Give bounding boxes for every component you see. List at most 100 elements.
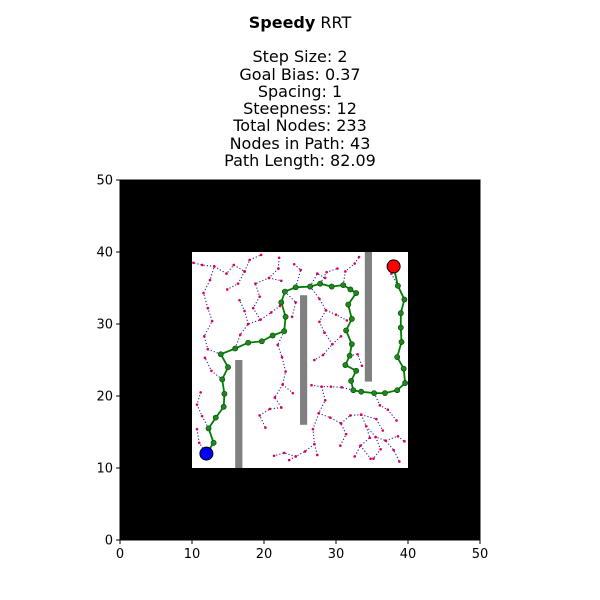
tree-node-17-1	[299, 268, 303, 272]
tree-node-24-1	[340, 386, 344, 389]
tree-node-40-0	[359, 444, 362, 447]
chart-title-main: Speedy RRT	[0, 14, 600, 31]
tree-branch-3	[203, 308, 221, 355]
tree-node-23-1	[356, 352, 359, 356]
tree-node-29-1	[323, 399, 327, 402]
tree-branch-26	[274, 384, 284, 408]
tree-node-22-0	[331, 342, 334, 346]
path-node-27	[348, 341, 355, 348]
path-node-5	[221, 390, 228, 397]
tree-branch-38	[373, 392, 397, 421]
path-node-39	[394, 354, 401, 361]
path-node-33	[358, 388, 365, 395]
tree-node-27-0	[279, 406, 283, 409]
tree-node-33-1	[349, 414, 352, 417]
path-node-43	[401, 296, 408, 303]
tree-node-32-3	[344, 432, 348, 436]
tree-branch-19	[309, 286, 348, 321]
tree-node-15-1	[325, 270, 328, 274]
obstacle-1	[235, 360, 243, 468]
tree-node-33-0	[339, 422, 343, 425]
tree-branch-31	[273, 452, 296, 458]
tree-node-2-1	[210, 369, 213, 373]
tree-node-36-2	[403, 440, 406, 443]
y-tick-label-50: 50	[96, 174, 113, 189]
path-node-8	[217, 351, 224, 358]
stat-nodes-in-path: Nodes in Path: 43	[229, 133, 371, 153]
path-node-19	[317, 280, 324, 287]
tree-node-27-1	[268, 407, 272, 411]
path-node-41	[397, 324, 404, 331]
tree-node-4-0	[206, 306, 210, 310]
tree-node-38-2	[386, 408, 390, 411]
path-node-42	[397, 310, 404, 317]
path-node-29	[342, 362, 349, 368]
tree-node-12-0	[267, 276, 271, 280]
tree-branch-34	[360, 414, 400, 462]
tree-node-6-0	[213, 265, 216, 268]
tree-node-22-1	[339, 334, 343, 338]
path-node-2	[205, 425, 212, 432]
param-step-size: Step Size: 2	[252, 47, 348, 67]
tree-node-1-3	[199, 391, 202, 394]
tree-node-21-0	[323, 331, 326, 334]
tree-node-13-1	[243, 309, 246, 313]
tree-node-4-1	[202, 291, 205, 295]
y-tick-label-0: 0	[105, 534, 113, 549]
tree-node-21-3	[313, 358, 316, 362]
tree-node-39-3	[353, 455, 357, 458]
path-node-20	[328, 283, 335, 290]
tree-node-5-2	[192, 261, 195, 265]
tree-node-12-1	[279, 279, 283, 283]
path-node-23	[353, 290, 360, 296]
path-node-4	[220, 403, 227, 410]
path-node-22	[347, 286, 354, 293]
tree-node-8-1	[236, 282, 240, 285]
tree-node-10-3	[254, 282, 257, 285]
tree-node-35-2	[372, 457, 375, 460]
x-tick-label-0: 0	[116, 547, 124, 562]
tree-node-15-2	[336, 267, 339, 270]
tree-node-27-3	[264, 426, 267, 429]
path-node-14	[282, 313, 289, 320]
tree-node-17-2	[292, 262, 296, 266]
tree-node-38-3	[395, 419, 398, 422]
path-node-1	[210, 439, 217, 446]
tree-node-20-1	[318, 320, 321, 324]
path-node-25	[348, 316, 355, 322]
tree-node-30-3	[287, 458, 291, 462]
x-tick-label-20: 20	[256, 547, 273, 562]
tree-node-18-1	[294, 301, 297, 304]
tree-node-2-2	[203, 356, 207, 360]
path-node-13	[281, 328, 288, 335]
tree-node-31-1	[282, 451, 286, 455]
tree-node-6-2	[232, 263, 236, 267]
tree-node-1-2	[195, 403, 199, 406]
path-node-36	[394, 387, 401, 394]
tree-node-30-1	[303, 450, 307, 453]
tree-node-25-2	[280, 355, 284, 359]
tree-node-11-1	[277, 256, 281, 260]
tree-branch-21	[314, 332, 334, 361]
tree-node-5-1	[200, 263, 204, 267]
tree-node-4-2	[208, 278, 212, 282]
path-node-3	[212, 414, 219, 421]
tree-node-18-2	[290, 315, 294, 319]
x-tick-label-50: 50	[472, 547, 489, 562]
y-tick-label-10: 10	[96, 462, 113, 477]
axes-frame	[119, 179, 481, 541]
tree-node-9-4	[269, 311, 273, 314]
tree-node-35-0	[374, 435, 377, 439]
tree-node-28-0	[281, 383, 285, 386]
tree-node-36-1	[396, 435, 400, 438]
tree-branch-16	[342, 256, 360, 286]
tree-node-39-0	[364, 424, 368, 428]
tree-branch-5	[193, 262, 215, 267]
tree-node-7-2	[259, 253, 263, 257]
tree-node-19-1	[318, 297, 321, 301]
path-node-6	[219, 376, 226, 383]
stat-total-nodes: Total Nodes: 233	[233, 116, 367, 136]
y-tick-label-40: 40	[96, 246, 113, 261]
tree-node-0-2	[195, 427, 199, 431]
tree-node-8-0	[243, 270, 246, 273]
